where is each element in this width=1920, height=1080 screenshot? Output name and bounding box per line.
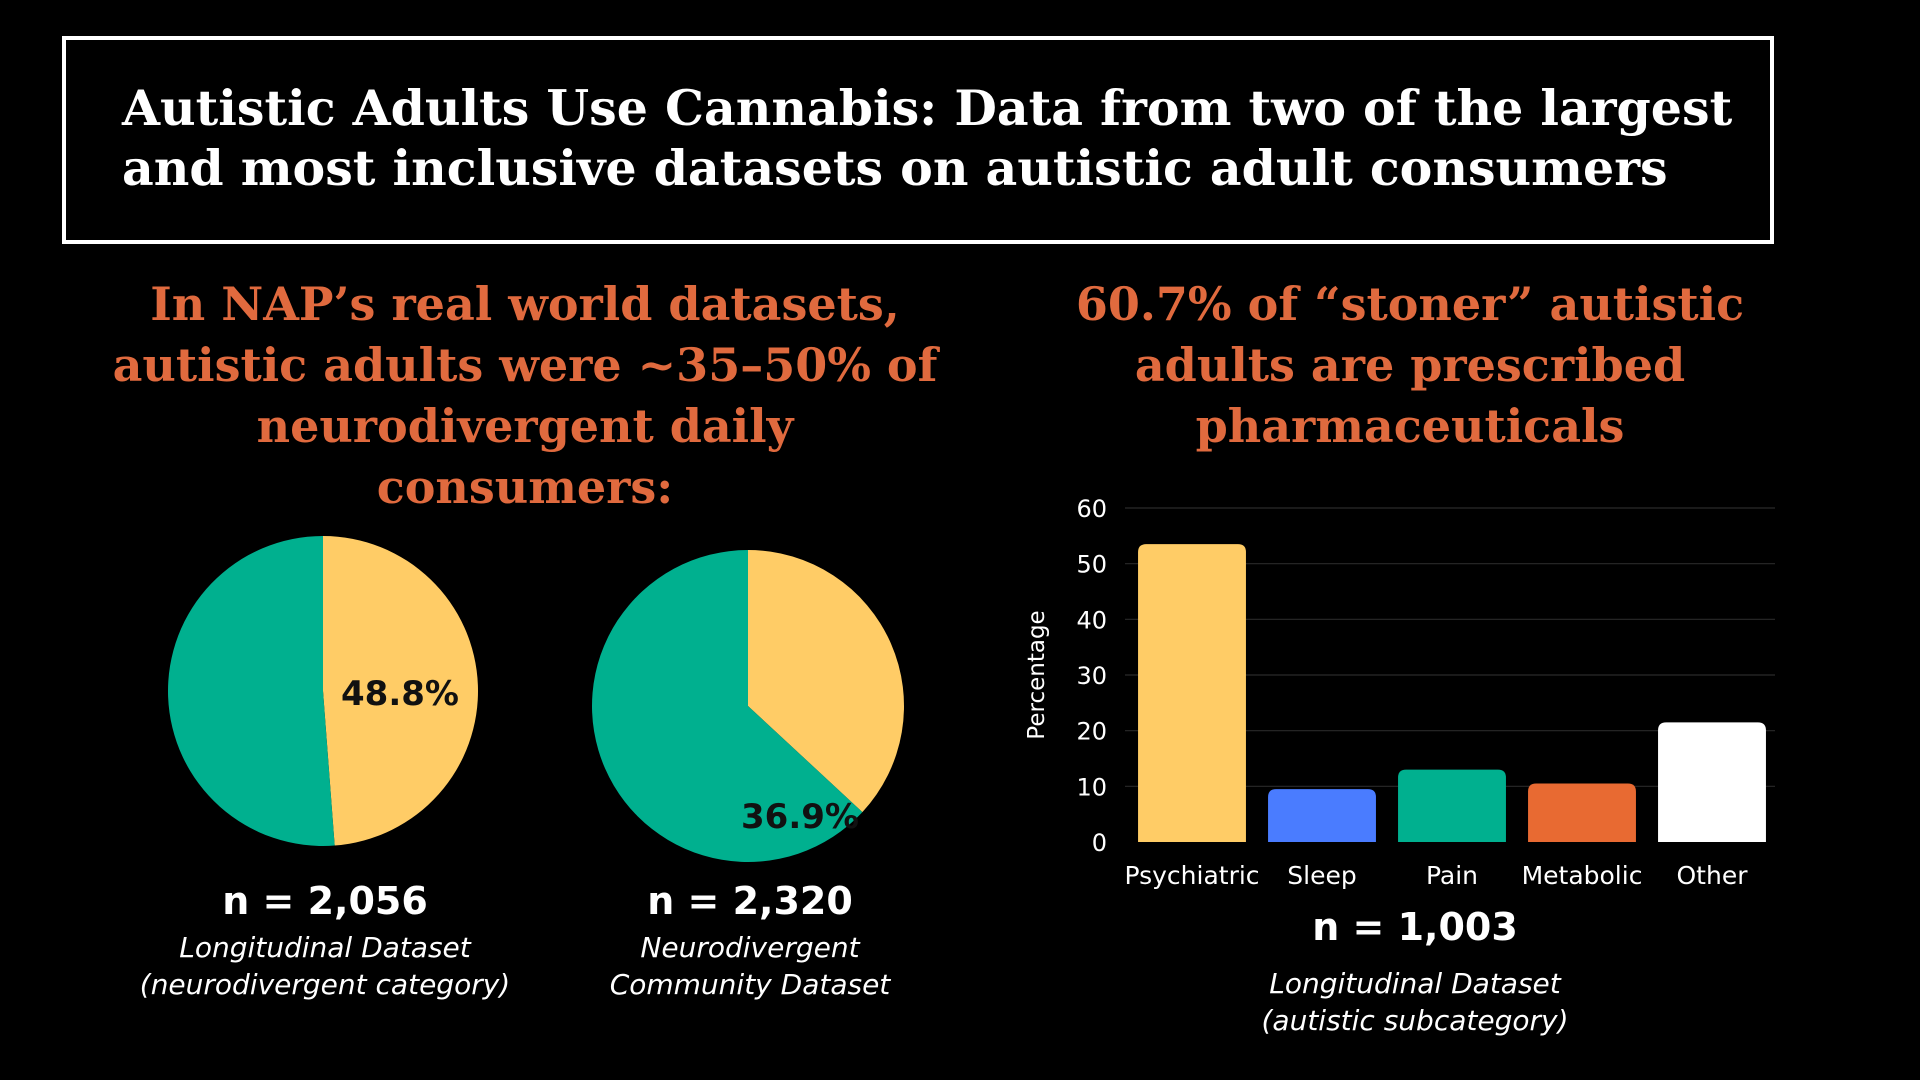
- pie1-sample-size: n = 2,056: [222, 879, 428, 923]
- bar-category-label-4: Other: [1677, 861, 1749, 890]
- bar-dataset-line1: Longitudinal Dataset: [1269, 967, 1561, 1000]
- pie2-dataset-line2: Community Dataset: [609, 968, 891, 1001]
- pie1-dataset-line2: (neurodivergent category): [139, 968, 511, 1001]
- pie-chart-community: 36.9%: [592, 550, 904, 862]
- pie2-dataset-label: Neurodivergent Community Dataset: [560, 929, 940, 1003]
- bar-ylabel: Percentage: [1024, 610, 1050, 739]
- bar-ytick-label-4: 40: [1076, 606, 1107, 634]
- bar-category-label-3: Metabolic: [1522, 861, 1643, 890]
- pie1-slice-1: [168, 536, 335, 846]
- pie-chart-longitudinal: 48.8%: [168, 536, 479, 846]
- bar-category-label-0: Psychiatric: [1124, 861, 1259, 890]
- bar-ytick-label-1: 10: [1076, 773, 1107, 801]
- bar-metabolic: [1528, 783, 1636, 842]
- bar-psychiatric: [1138, 544, 1246, 842]
- bar-sleep: [1268, 789, 1376, 842]
- bar-ytick-label-6: 60: [1076, 495, 1107, 523]
- bar-dataset-line2: (autistic subcategory): [1261, 1004, 1569, 1037]
- bar-ytick-label-3: 30: [1076, 662, 1107, 690]
- pie1-dataset-line1: Longitudinal Dataset: [179, 931, 471, 964]
- pie1-dataset-label: Longitudinal Dataset (neurodivergent cat…: [110, 929, 540, 1003]
- bar-chart-prescriptions: 0 10 20 30 40 50 60 Percentage Psychiatric Sleep P…: [1024, 495, 1775, 890]
- pie2-slice-1: [592, 550, 863, 862]
- left-headline: In NAP’s real world datasets, autistic a…: [112, 277, 938, 514]
- bar-category-label-2: Pain: [1426, 861, 1478, 890]
- pie2-dataset-line1: Neurodivergent: [640, 931, 860, 964]
- bar-pain: [1398, 769, 1506, 842]
- right-headline: 60.7% of “stoner” autistic adults are pr…: [1075, 277, 1745, 453]
- title-box: Autistic Adults Use Cannabis: Data from …: [62, 36, 1774, 244]
- bar-category-label-1: Sleep: [1287, 861, 1356, 890]
- bar-sample-size: n = 1,003: [1312, 905, 1518, 949]
- bar-ytick-label-0: 0: [1092, 829, 1107, 857]
- pie1-slice-label: 48.8%: [341, 674, 459, 714]
- pie2-slice-0: [748, 550, 904, 813]
- pie1-slice-0: [323, 536, 479, 846]
- bar-ytick-label-5: 50: [1076, 551, 1107, 579]
- page-title: Autistic Adults Use Cannabis: Data from …: [122, 79, 1733, 197]
- bar-ytick-label-2: 20: [1076, 718, 1107, 746]
- bar-other: [1658, 722, 1766, 842]
- pie2-sample-size: n = 2,320: [647, 879, 853, 923]
- pie2-slice-label: 36.9%: [741, 797, 859, 837]
- bar-dataset-label: Longitudinal Dataset (autistic subcatego…: [1210, 965, 1620, 1039]
